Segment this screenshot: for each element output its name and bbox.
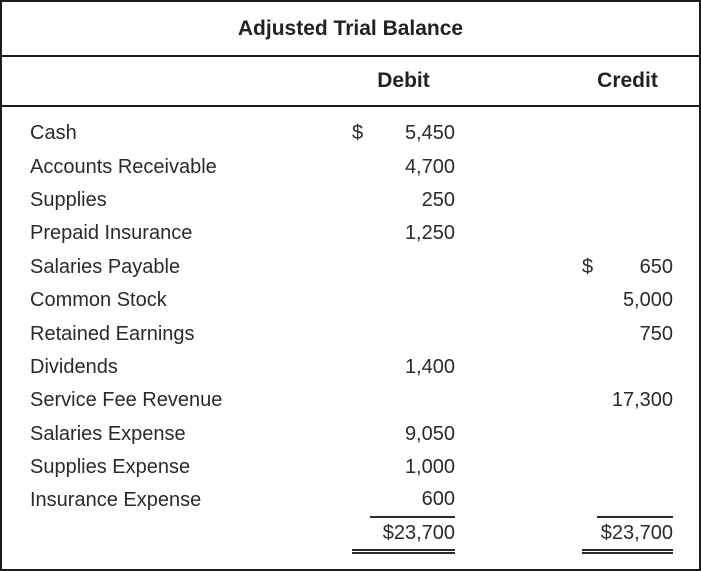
account-label: Retained Earnings [30,322,195,345]
credit-amount-cell [582,117,673,150]
account-label: Cash [30,122,77,145]
table-row: Common Stock 5,000 [2,284,699,317]
account-label: Supplies Expense [30,456,191,479]
debit-total-cell: $23,700 [352,518,455,554]
credit-amount-cell [582,150,673,183]
dollar-sign: $ [582,255,594,278]
account-label: Accounts Receivable [30,155,217,178]
debit-amount-cell [352,317,455,350]
debit-amount-cell: $5,450 [352,117,455,150]
credit-amount-cell [582,184,673,217]
account-label: Insurance Expense [30,489,202,512]
debit-amount-cell [352,251,455,284]
table-title-bar: Adjusted Trial Balance [2,2,699,57]
table-row: Dividends 1,400 [2,351,699,384]
debit-value: 250 [421,188,455,211]
debit-value: 1,400 [404,355,455,378]
totals-label-spacer [2,518,352,554]
table-row: Supplies 250 [2,184,699,217]
table-row: Service Fee Revenue 17,300 [2,384,699,417]
account-label: Salaries Payable [30,255,181,278]
debit-amount-cell: 9,050 [352,418,455,451]
account-label: Salaries Expense [30,422,186,445]
account-label: Service Fee Revenue [30,389,223,412]
credit-amount-cell: 750 [582,317,673,350]
credit-value: 650 [639,255,673,278]
table-row: Supplies Expense 1,000 [2,451,699,484]
credit-amount-cell: $650 [582,251,673,284]
table-row: Insurance Expense 600 [2,484,699,518]
table-row: Retained Earnings 750 [2,317,699,350]
debit-value: 9,050 [404,422,455,445]
debit-amount-cell-with-subtotal-rule: 600 [370,484,455,518]
credit-total-cell: $23,700 [582,518,673,554]
credit-amount-cell: 5,000 [582,284,673,317]
debit-value: 1,250 [404,222,455,245]
debit-total-value: $23,700 [382,521,455,544]
table-title: Adjusted Trial Balance [237,16,464,40]
debit-amount-cell: 1,400 [352,351,455,384]
credit-amount-cell-with-subtotal-rule [597,484,673,518]
table-row: Prepaid Insurance 1,250 [2,217,699,250]
debit-amount-cell: 1,000 [352,451,455,484]
dollar-sign: $ [352,122,364,145]
credit-amount-cell [582,418,673,451]
debit-amount-cell: 250 [352,184,455,217]
table-row: Cash $5,450 [2,117,699,150]
account-label: Prepaid Insurance [30,222,193,245]
account-label: Common Stock [30,289,167,312]
credit-column-header: Credit [597,69,658,92]
credit-value: 5,000 [622,289,673,312]
account-label: Supplies [30,188,107,211]
credit-amount-cell [582,217,673,250]
table-body: Cash $5,450 Accounts Receivable 4,700 Su… [2,107,699,554]
table-row: Salaries Expense 9,050 [2,418,699,451]
debit-column-header: Debit [377,69,430,92]
credit-amount-cell [582,351,673,384]
column-header-row: Debit Credit [2,57,699,107]
totals-row: $23,700 $23,700 [2,518,699,554]
table-row: Accounts Receivable 4,700 [2,150,699,183]
debit-value: 1,000 [404,456,455,479]
table-row: Salaries Payable $650 [2,251,699,284]
credit-value: 17,300 [611,389,673,412]
debit-value: 5,450 [404,122,455,145]
credit-total-value: $23,700 [600,521,673,544]
debit-value: 4,700 [404,155,455,178]
credit-amount-cell: 17,300 [582,384,673,417]
credit-amount-cell [582,451,673,484]
debit-amount-cell [352,284,455,317]
debit-value: 600 [421,488,455,511]
debit-amount-cell: 1,250 [352,217,455,250]
account-label: Dividends [30,355,118,378]
debit-amount-cell: 4,700 [352,150,455,183]
debit-amount-cell [352,384,455,417]
credit-value: 750 [639,322,673,345]
